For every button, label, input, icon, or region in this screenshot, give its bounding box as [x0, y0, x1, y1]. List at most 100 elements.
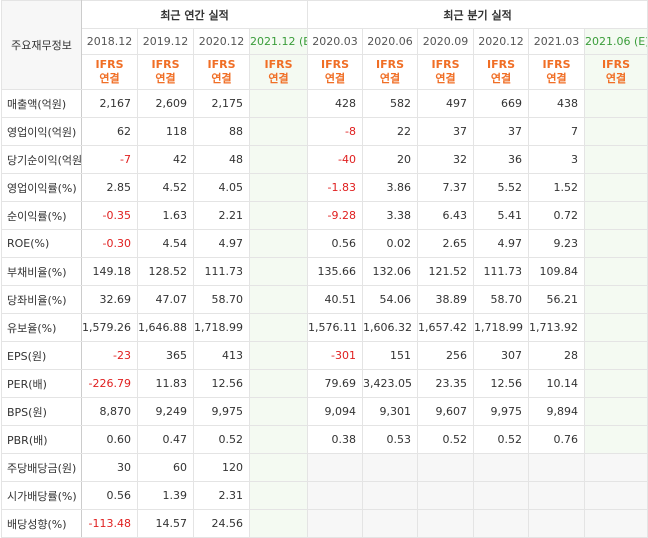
row-label: 영업이익률(%)	[1, 173, 82, 202]
value-cell	[584, 89, 648, 118]
consolidated-label: 연결	[211, 72, 232, 85]
period-header: 2021.03	[528, 28, 586, 55]
value-cell: -113.48	[81, 509, 138, 538]
value-cell	[584, 229, 648, 258]
value-cell: 111.73	[473, 257, 530, 286]
value-cell: 109.84	[528, 257, 586, 286]
value-cell: 3	[528, 145, 586, 174]
value-cell: 20	[362, 145, 419, 174]
value-cell: 0.53	[362, 425, 419, 454]
row-label: 배당성향(%)	[1, 509, 82, 538]
value-cell	[584, 285, 648, 314]
value-cell	[248, 257, 309, 286]
row-label: BPS(원)	[1, 397, 82, 426]
ifrs-label: IFRS	[376, 58, 405, 71]
value-cell: 79.69	[307, 369, 364, 398]
ifrs-label: IFRS	[431, 58, 460, 71]
period-header: 2020.03	[307, 28, 364, 55]
period-header: 2019.12	[137, 28, 194, 55]
period-header: 2021.06 (E)	[584, 28, 648, 55]
value-cell	[584, 453, 648, 482]
value-cell: 42	[137, 145, 194, 174]
value-cell: 9,607	[417, 397, 475, 426]
value-cell: 0.47	[137, 425, 194, 454]
value-cell: 2,167	[81, 89, 138, 118]
ifrs-consolidated-label: IFRS 연결	[417, 54, 475, 90]
row-label-header: 주요재무정보	[1, 0, 82, 90]
value-cell: 0.56	[81, 481, 138, 510]
value-cell	[584, 481, 648, 510]
value-cell: 2.31	[193, 481, 250, 510]
table-row: 주당배당금(원) 30 60 120	[1, 453, 648, 482]
table-row: 순이익률(%) -0.35 1.63 2.21 -9.28 3.38 6.43 5.41 0.7…	[1, 201, 648, 230]
value-cell: 36	[473, 145, 530, 174]
value-cell: 23.35	[417, 369, 475, 398]
value-cell: 2.65	[417, 229, 475, 258]
value-cell	[528, 453, 586, 482]
value-cell: 132.06	[362, 257, 419, 286]
value-cell: 48	[193, 145, 250, 174]
table-row: 부채비율(%) 149.18 128.52 111.73 135.66 132.06 121…	[1, 257, 648, 286]
consolidated-label: 연결	[99, 72, 120, 85]
value-cell	[417, 453, 475, 482]
value-cell: 4.97	[193, 229, 250, 258]
annual-group-header: 최근 연간 실적	[80, 0, 309, 29]
ifrs-label: IFRS	[264, 58, 293, 71]
value-cell: 6.43	[417, 201, 475, 230]
value-cell	[528, 481, 586, 510]
value-cell: 38.89	[417, 285, 475, 314]
value-cell: 10.14	[528, 369, 586, 398]
table-row: ROE(%) -0.30 4.54 4.97 0.56 0.02 2.65 4.97 9.23	[1, 229, 648, 258]
value-cell	[248, 453, 309, 482]
period-header: 2020.12	[473, 28, 530, 55]
table-row: BPS(원) 8,870 9,249 9,975 9,094 9,301 9,607 9,97…	[1, 397, 648, 426]
table-row: 매출액(억원) 2,167 2,609 2,175 428 582 497 669 438	[1, 89, 648, 118]
value-cell	[362, 453, 419, 482]
value-cell: 135.66	[307, 257, 364, 286]
value-cell	[248, 341, 309, 370]
value-cell	[248, 369, 309, 398]
value-cell: 111.73	[193, 257, 250, 286]
value-cell: 118	[137, 117, 194, 146]
value-cell: 0.72	[528, 201, 586, 230]
value-cell	[584, 145, 648, 174]
value-cell: 1,576.11	[307, 313, 364, 342]
table-row: 영업이익률(%) 2.85 4.52 4.05 -1.83 3.86 7.37 5.52 1.5…	[1, 173, 648, 202]
value-cell: 60	[137, 453, 194, 482]
value-cell: 0.52	[473, 425, 530, 454]
value-cell: 3.86	[362, 173, 419, 202]
value-cell	[528, 509, 586, 538]
ifrs-consolidated-label: IFRS 연결	[193, 54, 250, 90]
value-cell: 3.38	[362, 201, 419, 230]
value-cell: 4.54	[137, 229, 194, 258]
value-cell	[473, 481, 530, 510]
row-label: 당기순이익(억원)	[1, 145, 82, 174]
ifrs-consolidated-label: IFRS 연결	[81, 54, 138, 90]
ifrs-consolidated-label: IFRS 연결	[528, 54, 586, 90]
value-cell: 365	[137, 341, 194, 370]
value-cell: 1.39	[137, 481, 194, 510]
value-cell	[584, 201, 648, 230]
value-cell: 12.56	[193, 369, 250, 398]
value-cell: 256	[417, 341, 475, 370]
value-cell: 4.52	[137, 173, 194, 202]
ifrs-label: IFRS	[321, 58, 350, 71]
value-cell: -1.83	[307, 173, 364, 202]
consolidated-label: 연결	[324, 72, 346, 85]
value-cell: 14.57	[137, 509, 194, 538]
row-label: 영업이익(억원)	[1, 117, 82, 146]
value-cell: 9,249	[137, 397, 194, 426]
value-cell: 1,718.99	[193, 313, 250, 342]
value-cell: -301	[307, 341, 364, 370]
value-cell: 1,718.99	[473, 313, 530, 342]
value-cell: 24.56	[193, 509, 250, 538]
value-cell: 22	[362, 117, 419, 146]
value-cell: 32	[417, 145, 475, 174]
period-header: 2021.12 (E)	[248, 28, 309, 55]
table-row: 당기순이익(억원) -7 42 48 -40 20 32 36 3	[1, 145, 648, 174]
row-label: 매출액(억원)	[1, 89, 82, 118]
consolidated-label: 연결	[379, 72, 401, 85]
consolidated-label: 연결	[155, 72, 176, 85]
table-row: PBR(배) 0.60 0.47 0.52 0.38 0.53 0.52 0.52 0.76	[1, 425, 648, 454]
